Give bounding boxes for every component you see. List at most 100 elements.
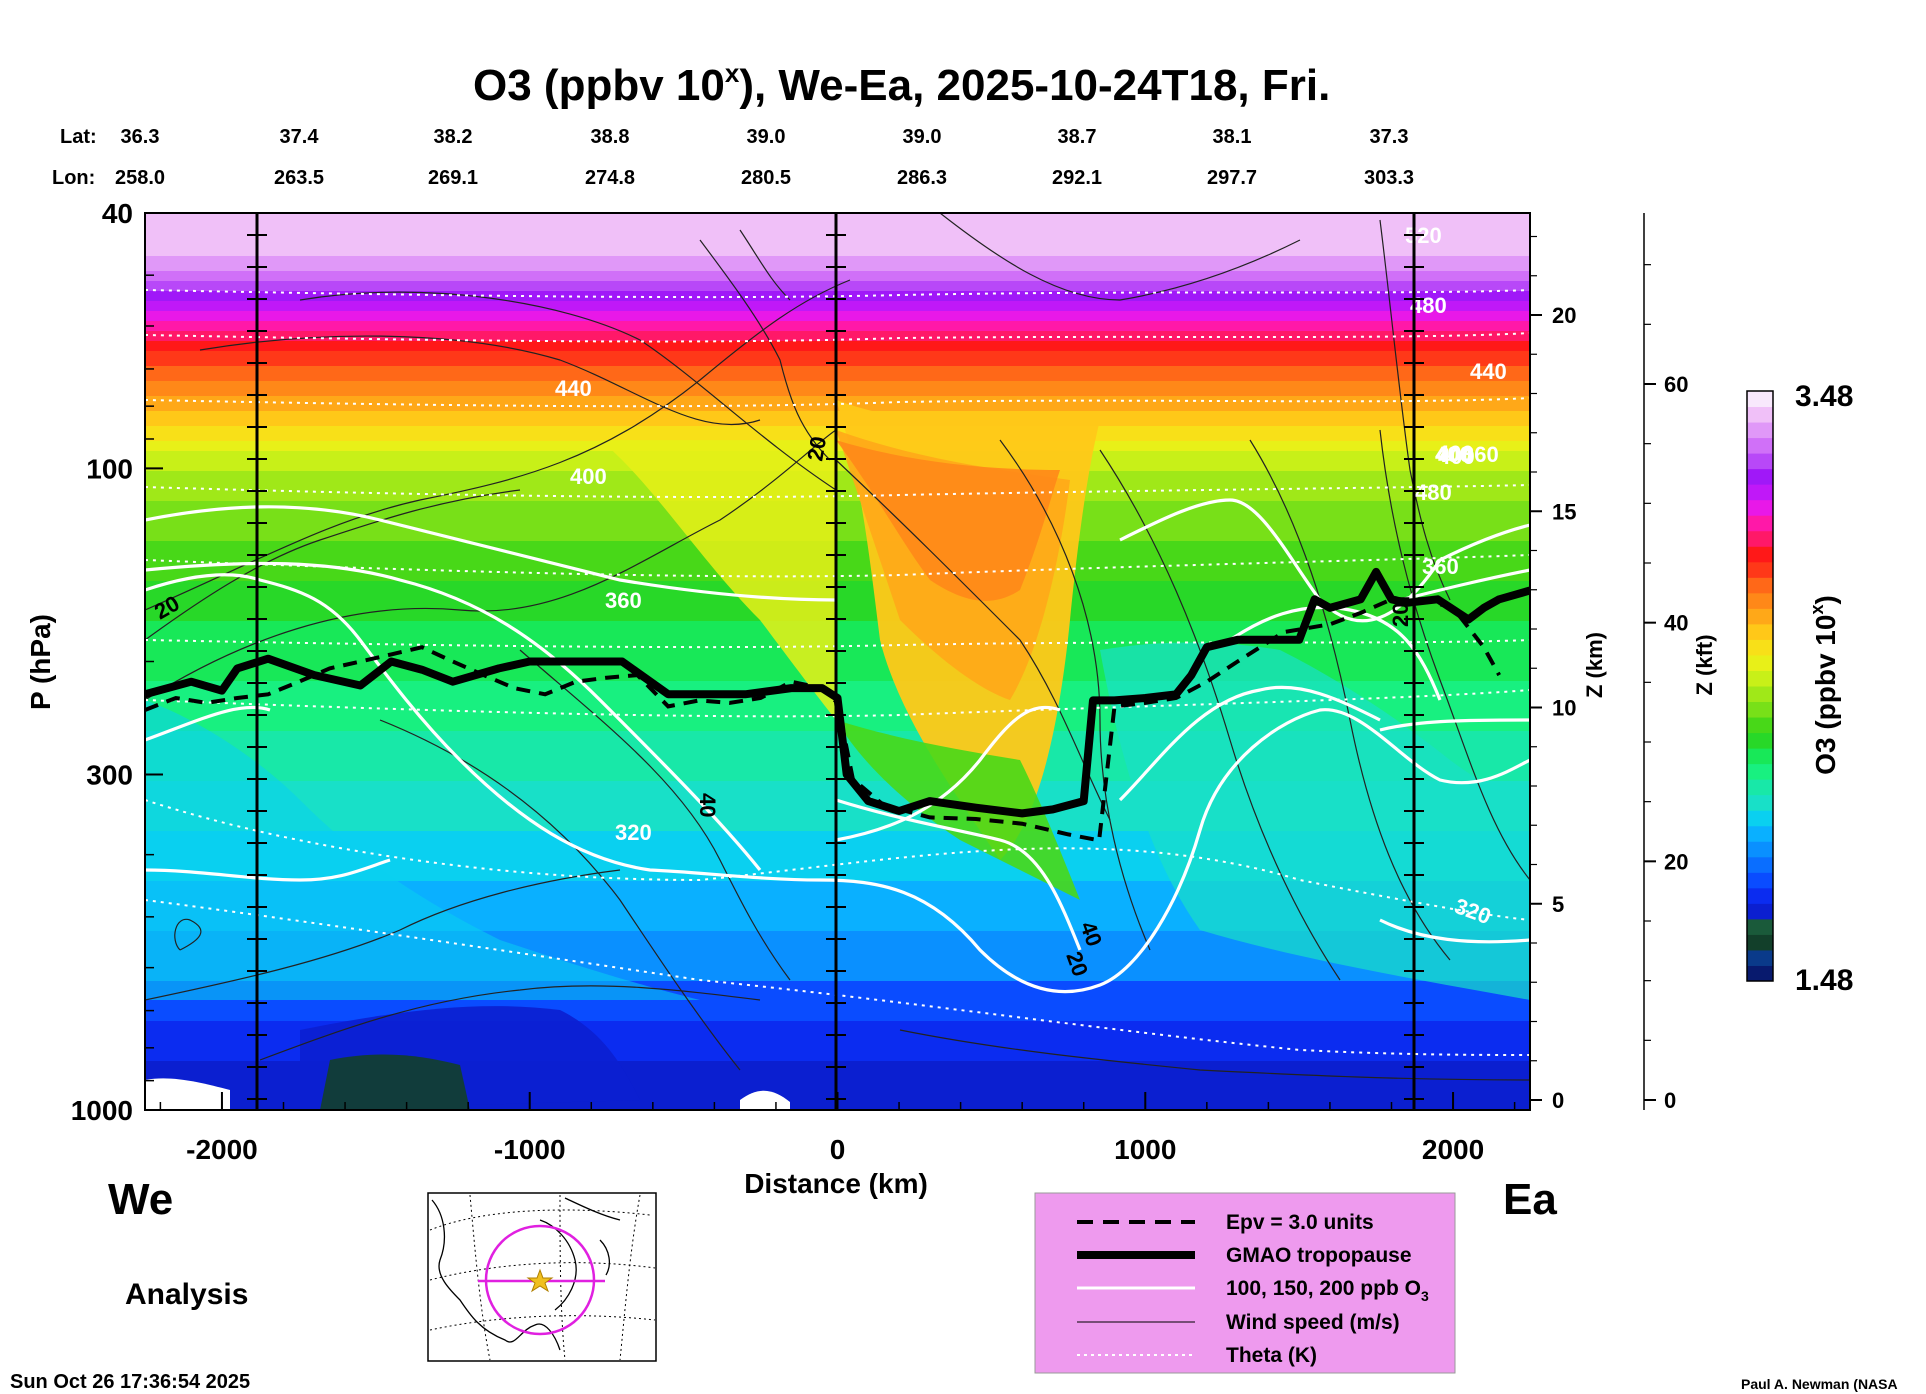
lat-value: 38.7 bbox=[1058, 126, 1097, 148]
theta-label: 400 bbox=[1437, 441, 1474, 466]
colorbar-step bbox=[1747, 654, 1773, 671]
z-km-label: Z (km) bbox=[1582, 632, 1607, 698]
legend-epv-label: Epv = 3.0 units bbox=[1226, 1211, 1374, 1234]
y-tick-label: 100 bbox=[86, 453, 133, 484]
analysis-label: Analysis bbox=[125, 1278, 248, 1311]
z-km-tick-label: 0 bbox=[1552, 1088, 1564, 1113]
colorbar-step bbox=[1747, 872, 1773, 889]
missing-data bbox=[145, 1078, 230, 1110]
colorbar-step bbox=[1747, 794, 1773, 811]
missing-data bbox=[740, 1090, 790, 1110]
location-map bbox=[427, 1192, 657, 1362]
wind-speed-contours bbox=[145, 213, 1530, 1081]
colorbar-step bbox=[1747, 515, 1773, 532]
y-tick-label: 1000 bbox=[71, 1095, 133, 1126]
colorbar-step bbox=[1747, 934, 1773, 951]
ozone-intrusion bbox=[836, 440, 1060, 601]
z-kft-tick-label: 60 bbox=[1664, 372, 1688, 397]
wind-label: 40 bbox=[695, 793, 720, 817]
lat-value: 38.8 bbox=[591, 126, 630, 148]
colorbar-step bbox=[1747, 701, 1773, 718]
colorbar-label: O3 (ppbv 10x) bbox=[1807, 595, 1841, 775]
theta-label: 400 bbox=[1435, 442, 1472, 467]
colorbar-step bbox=[1747, 810, 1773, 827]
map-star bbox=[526, 1268, 554, 1293]
colorbar-step bbox=[1747, 561, 1773, 578]
colorbar-step bbox=[1747, 406, 1773, 423]
colorbar bbox=[1747, 391, 1773, 982]
theta-label: 480 bbox=[1410, 293, 1447, 318]
colorbar-step bbox=[1747, 965, 1773, 982]
plot-area: 440 400 360 320 400 400 400 360 480 440 … bbox=[145, 213, 1530, 1110]
lon-value: 263.5 bbox=[274, 167, 324, 189]
lon-value: 258.0 bbox=[115, 167, 165, 189]
lon-value: 269.1 bbox=[428, 167, 478, 189]
lat-values: 36.3 37.4 38.2 38.8 39.0 39.0 38.7 38.1 37.3 bbox=[121, 126, 1409, 148]
legend-o3-label: 100, 150, 200 ppb O3 bbox=[1226, 1277, 1429, 1304]
ozone-region bbox=[836, 720, 1080, 900]
theta-label: 440 bbox=[1470, 359, 1507, 384]
colorbar-step bbox=[1747, 918, 1773, 935]
colorbar-step bbox=[1747, 903, 1773, 920]
colorbar-step bbox=[1747, 670, 1773, 687]
colorbar-step bbox=[1747, 623, 1773, 640]
lon-value: 280.5 bbox=[741, 167, 791, 189]
y-axis-label: P (hPa) bbox=[25, 614, 56, 710]
colorbar-step bbox=[1747, 949, 1773, 966]
lon-value: 274.8 bbox=[585, 167, 635, 189]
z-km-axis: 0 5 10 15 20 bbox=[1529, 213, 1576, 1113]
z-km-tick-label: 5 bbox=[1552, 892, 1564, 917]
colorbar-step bbox=[1747, 577, 1773, 594]
lat-value: 38.2 bbox=[434, 126, 473, 148]
lon-values: 258.0 263.5 269.1 274.8 280.5 286.3 292.1 297.7… bbox=[115, 167, 1414, 189]
z-kft-tick-label: 0 bbox=[1664, 1088, 1676, 1113]
legend-tropopause-label: GMAO tropopause bbox=[1226, 1244, 1412, 1267]
colorbar-frame bbox=[1746, 390, 1774, 982]
colorbar-step bbox=[1747, 717, 1773, 734]
x-tick-label: 1000 bbox=[1114, 1134, 1176, 1165]
colorbar-step bbox=[1747, 437, 1773, 454]
lon-value: 292.1 bbox=[1052, 167, 1102, 189]
ozone-ppb-contours bbox=[145, 498, 1530, 994]
gmao-tropopause-line bbox=[145, 567, 1530, 818]
direction-east: Ea bbox=[1503, 1175, 1557, 1224]
theta-label: 440 bbox=[555, 376, 592, 401]
lat-value: 37.3 bbox=[1370, 126, 1409, 148]
colorbar-step bbox=[1747, 887, 1773, 904]
colorbar-step bbox=[1747, 608, 1773, 625]
marker-ticks bbox=[247, 234, 1424, 1100]
ozone-region bbox=[320, 1054, 470, 1110]
lat-value: 39.0 bbox=[903, 126, 942, 148]
lon-value: 286.3 bbox=[897, 167, 947, 189]
colorbar-step bbox=[1747, 841, 1773, 858]
lon-value: 297.7 bbox=[1207, 167, 1257, 189]
z-km-tick-label: 10 bbox=[1552, 696, 1576, 721]
colorbar-step bbox=[1747, 825, 1773, 842]
colorbar-step bbox=[1747, 779, 1773, 796]
credit: Paul A. Newman (NASA bbox=[1741, 1376, 1898, 1392]
colorbar-step bbox=[1747, 484, 1773, 501]
theta-label: 360 bbox=[605, 588, 642, 613]
lat-value: 37.4 bbox=[280, 126, 320, 148]
colorbar-step bbox=[1747, 592, 1773, 609]
colorbar-max: 3.48 bbox=[1795, 380, 1853, 413]
lat-value: 38.1 bbox=[1213, 126, 1252, 148]
x-axis-label: Distance (km) bbox=[744, 1168, 928, 1199]
colorbar-step bbox=[1747, 499, 1773, 516]
theta-label: 360 bbox=[1422, 554, 1459, 579]
y-tick-label: 300 bbox=[86, 759, 133, 790]
colorbar-step bbox=[1747, 422, 1773, 439]
y-axis: 40 100 300 1000 bbox=[71, 198, 163, 1126]
legend-wind-label: Wind speed (m/s) bbox=[1226, 1311, 1400, 1334]
theta-label: 360 bbox=[1462, 442, 1499, 467]
z-kft-axis: 0 20 40 60 bbox=[1643, 213, 1688, 1113]
chart-legend: Epv = 3.0 units GMAO tropopause 100, 150… bbox=[1034, 1192, 1456, 1374]
y-tick-label: 40 bbox=[102, 198, 133, 229]
x-tick-label: 0 bbox=[830, 1134, 846, 1165]
lat-value: 36.3 bbox=[121, 126, 160, 148]
z-km-tick-label: 20 bbox=[1552, 303, 1576, 328]
lat-value: 39.0 bbox=[747, 126, 786, 148]
z-kft-tick-label: 40 bbox=[1664, 611, 1688, 636]
theta-label: 320 bbox=[615, 820, 652, 845]
colorbar-min: 1.48 bbox=[1795, 964, 1853, 997]
